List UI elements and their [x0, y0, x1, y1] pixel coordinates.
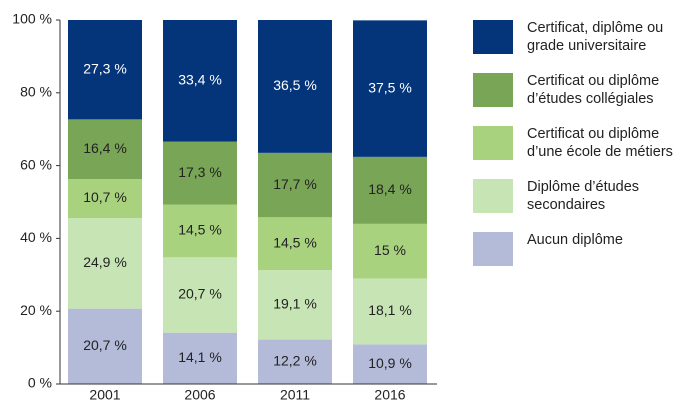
- bar-segment: [258, 20, 332, 153]
- y-tick-label: 0 %: [28, 375, 52, 391]
- bar-segment: [258, 270, 332, 340]
- y-tick-label: 40 %: [20, 229, 52, 245]
- bar-segment: [353, 223, 427, 279]
- value-label: 36,5 %: [273, 77, 317, 93]
- value-label: 17,3 %: [178, 164, 222, 180]
- x-tick-label: 2006: [184, 387, 215, 401]
- y-tick-label: 60 %: [20, 156, 52, 172]
- legend-swatch: [473, 73, 513, 107]
- bar-segment: [258, 217, 332, 271]
- value-label: 20,7 %: [83, 337, 127, 353]
- value-label: 14,1 %: [178, 349, 222, 365]
- bar-segment: [68, 308, 142, 384]
- legend-swatch: [473, 126, 513, 160]
- legend-swatch: [473, 232, 513, 266]
- value-label: 20,7 %: [178, 286, 222, 302]
- bar-segment: [68, 20, 142, 120]
- bar-segment: [68, 179, 142, 219]
- bar-segment: [353, 344, 427, 384]
- bar-segment: [68, 119, 142, 180]
- legend-swatch: [473, 20, 513, 54]
- legend-label: Aucun diplôme: [527, 232, 623, 248]
- bar-segment: [353, 156, 427, 224]
- value-label: 27,3 %: [83, 60, 127, 76]
- legend-swatch: [473, 179, 513, 213]
- legend-entry: Diplôme d’études secondaires: [473, 179, 686, 214]
- legend-label: Certificat ou diplôme d’une école de mét…: [527, 126, 673, 160]
- bar-segment: [163, 332, 237, 384]
- x-tick-label: 2001: [89, 387, 120, 401]
- bar-segment: [68, 218, 142, 309]
- bar-segment: [353, 20, 427, 157]
- y-tick-label: 20 %: [20, 302, 52, 318]
- legend-entry: Certificat ou diplôme d’études collégial…: [473, 73, 686, 108]
- bar-segment: [353, 278, 427, 345]
- legend-label: Diplôme d’études secondaires: [527, 179, 640, 213]
- legend-entry: Aucun diplôme: [473, 232, 686, 266]
- value-label: 17,7 %: [273, 176, 317, 192]
- legend-label: Certificat, diplôme ou grade universitai…: [527, 20, 664, 54]
- bar-segment: [258, 152, 332, 218]
- y-tick-label: 100 %: [12, 11, 52, 27]
- value-label: 33,4 %: [178, 71, 222, 87]
- y-tick-label: 80 %: [20, 84, 52, 100]
- value-label: 10,7 %: [83, 189, 127, 205]
- value-label: 24,9 %: [83, 254, 127, 270]
- value-label: 15 %: [374, 242, 406, 258]
- value-label: 18,1 %: [368, 302, 412, 318]
- bar-segment: [163, 257, 237, 333]
- legend-entry: Certificat, diplôme ou grade universitai…: [473, 20, 686, 55]
- legend-label: Certificat ou diplôme d’études collégial…: [527, 73, 660, 107]
- legend-entry: Certificat ou diplôme d’une école de mét…: [473, 126, 686, 161]
- value-label: 37,5 %: [368, 79, 412, 95]
- x-tick-label: 2016: [374, 387, 405, 401]
- value-label: 12,2 %: [273, 352, 317, 368]
- value-label: 16,4 %: [83, 140, 127, 156]
- bar-segment: [163, 20, 237, 142]
- bar-segment: [163, 204, 237, 258]
- value-label: 19,1 %: [273, 296, 317, 312]
- value-label: 14,5 %: [178, 222, 222, 238]
- value-label: 10,9 %: [368, 355, 412, 371]
- value-label: 18,4 %: [368, 181, 412, 197]
- value-label: 14,5 %: [273, 234, 317, 250]
- x-tick-label: 2011: [280, 387, 310, 401]
- bar-segment: [258, 339, 332, 384]
- bar-segment: [163, 141, 237, 205]
